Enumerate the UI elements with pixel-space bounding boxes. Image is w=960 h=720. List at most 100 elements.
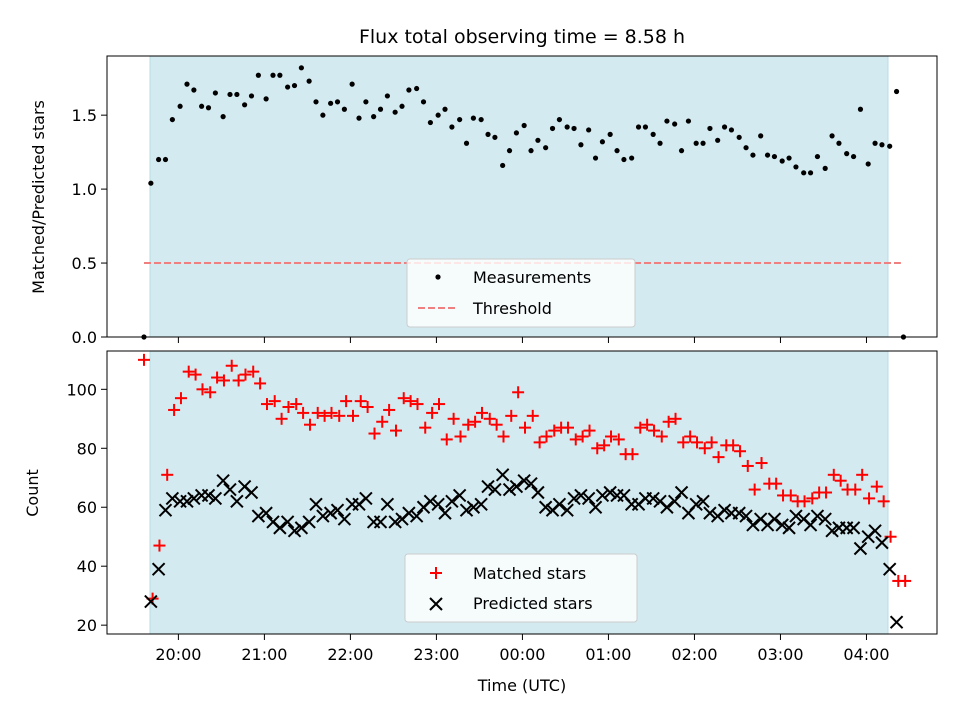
matched-star-point bbox=[870, 480, 883, 493]
matched-star-point bbox=[677, 436, 690, 449]
predicted-star-point bbox=[488, 482, 502, 497]
predicted-star-point bbox=[853, 541, 868, 556]
predicted-star-point bbox=[259, 506, 273, 520]
measurement-point bbox=[629, 155, 635, 161]
measurement-point bbox=[893, 88, 900, 95]
x-tick-label: 22:00 bbox=[327, 645, 373, 664]
measurement-point bbox=[700, 140, 706, 146]
measurement-point bbox=[242, 102, 248, 108]
matched-star-point bbox=[526, 409, 539, 422]
predicted-star-point bbox=[875, 535, 889, 550]
measurement-point bbox=[535, 137, 541, 143]
predicted-star-point bbox=[560, 503, 574, 517]
matched-star-point bbox=[411, 398, 424, 411]
measurement-point bbox=[205, 105, 212, 111]
measurement-point bbox=[829, 133, 835, 139]
matched-star-point bbox=[303, 418, 316, 431]
measurement-point bbox=[414, 85, 420, 92]
predicted-star-point bbox=[810, 509, 825, 523]
matched-star-point bbox=[598, 439, 611, 452]
measurement-point bbox=[442, 106, 448, 112]
matched-star-point bbox=[505, 409, 518, 422]
measurement-point bbox=[543, 145, 549, 151]
measurement-point bbox=[642, 124, 649, 130]
predicted-star-point bbox=[466, 500, 481, 514]
predicted-star-point bbox=[409, 509, 424, 523]
predicted-star-point bbox=[767, 512, 782, 526]
top-legend-box bbox=[406, 258, 636, 328]
matched-star-point bbox=[290, 398, 303, 411]
measurement-point bbox=[298, 65, 304, 71]
matched-star-point bbox=[698, 442, 711, 455]
measurement-point bbox=[227, 91, 233, 98]
matched-star-point bbox=[569, 433, 582, 446]
matched-star-point bbox=[741, 459, 754, 472]
matched-star-point bbox=[268, 395, 281, 408]
predicted-star-point bbox=[531, 485, 545, 500]
bottom-legend: Matched stars Predicted stars bbox=[404, 553, 638, 623]
measurement-point bbox=[270, 72, 276, 78]
measurement-point bbox=[478, 116, 484, 123]
measurement-point bbox=[556, 116, 563, 123]
measurement-point bbox=[377, 106, 384, 112]
predicted-star-point bbox=[481, 479, 495, 494]
bottom-x-axis-label: Time (UTC) bbox=[477, 676, 566, 695]
measurement-point bbox=[463, 140, 470, 146]
measurement-point bbox=[736, 134, 742, 140]
matched-star-point bbox=[168, 403, 181, 416]
matched-star-point bbox=[641, 418, 654, 431]
y-tick-label: 20 bbox=[77, 616, 97, 635]
matched-star-point bbox=[734, 445, 747, 458]
measurement-point bbox=[814, 153, 821, 160]
predicted-star-point bbox=[423, 494, 438, 509]
matched-star-point bbox=[519, 421, 532, 434]
matched-star-point bbox=[849, 483, 862, 496]
predicted-star-point bbox=[574, 488, 588, 503]
matched-star-point bbox=[548, 424, 561, 437]
matched-star-point bbox=[333, 409, 346, 422]
measurement-point bbox=[328, 100, 334, 106]
matched-star-point bbox=[820, 486, 833, 499]
matched-star-point bbox=[232, 374, 245, 387]
measurement-point bbox=[212, 90, 218, 96]
matched-star-point bbox=[770, 477, 783, 490]
matched-star-point bbox=[454, 430, 467, 443]
predicted-star-point bbox=[309, 497, 323, 511]
matched-star-point bbox=[340, 395, 353, 408]
y-tick-label: 60 bbox=[77, 498, 97, 517]
matched-star-point bbox=[189, 368, 202, 381]
measurement-point bbox=[592, 155, 599, 161]
matched-star-point bbox=[254, 377, 267, 390]
matched-star-point bbox=[705, 436, 718, 449]
predicted-star-point bbox=[359, 491, 373, 506]
matched-star-point bbox=[755, 457, 768, 470]
measurement-point bbox=[420, 99, 427, 105]
predicted-star-point bbox=[746, 518, 760, 532]
predicted-star-point bbox=[452, 488, 467, 503]
x-tick-label: 20:00 bbox=[155, 645, 201, 664]
measurement-point bbox=[844, 151, 850, 157]
measurement-point bbox=[887, 143, 893, 149]
measurement-point bbox=[728, 127, 735, 133]
matched-star-point bbox=[662, 415, 675, 428]
matched-star-point bbox=[174, 392, 187, 405]
predicted-star-point bbox=[846, 521, 861, 535]
matched-star-point bbox=[325, 406, 338, 419]
chart-title: Flux total observing time = 8.58 h bbox=[359, 26, 685, 48]
measurement-point bbox=[721, 124, 728, 130]
matched-star-point bbox=[669, 412, 682, 425]
top-panel: 0.0 0.5 1.0 1.5 Flux total observing time =… bbox=[29, 26, 938, 347]
matched-star-point bbox=[161, 468, 174, 481]
predicted-star-point bbox=[660, 500, 674, 514]
matched-star-point bbox=[260, 398, 273, 411]
predicted-star-point bbox=[696, 494, 710, 509]
matched-star-point bbox=[196, 383, 209, 396]
measurement-point bbox=[822, 165, 828, 171]
top-x-axis bbox=[177, 337, 867, 343]
predicted-star-point bbox=[216, 474, 230, 488]
bottom-data-layer bbox=[137, 353, 912, 629]
measurement-point bbox=[341, 106, 347, 112]
predicted-star-point bbox=[588, 500, 603, 514]
measurement-point bbox=[801, 170, 807, 176]
measurement-point bbox=[599, 139, 606, 145]
